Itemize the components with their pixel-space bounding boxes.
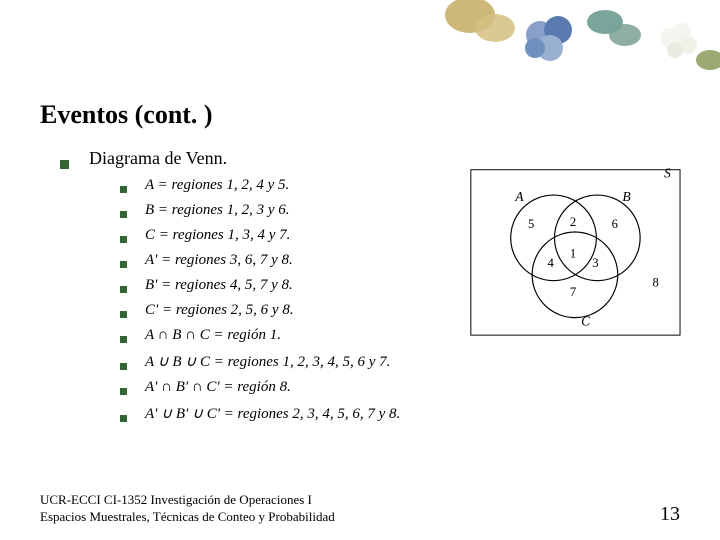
item-text: B' = regiones 4, 5, 7 y 8. [145,277,293,294]
slide-footer: UCR-ECCI CI-1352 Investigación de Operac… [40,492,680,526]
main-bullet-text: Diagrama de Venn. [89,148,227,169]
item-text: C = regiones 1, 3, 4 y 7. [145,227,290,244]
svg-text:6: 6 [612,217,618,231]
bullet-icon [120,286,127,293]
page-number: 13 [660,503,680,526]
item-text: A ∩ B ∩ C = región 1. [145,327,281,344]
bullet-icon [120,261,127,268]
svg-text:7: 7 [570,285,576,299]
svg-text:2: 2 [570,215,576,229]
item-text: A ∪ B ∪ C = regiones 1, 2, 3, 4, 5, 6 y … [145,352,390,371]
venn-diagram: S A B C 1 2 3 4 5 6 7 8 [458,160,688,340]
bullet-icon [120,186,127,193]
svg-text:S: S [664,166,671,181]
footer-line2: Espacios Muestrales, Técnicas de Conteo … [40,509,335,526]
bullet-icon [120,388,127,395]
item-text: A' ∪ B' ∪ C' = regiones 2, 3, 4, 5, 6, 7… [145,404,400,423]
svg-text:5: 5 [528,217,534,231]
list-item: A ∪ B ∪ C = regiones 1, 2, 3, 4, 5, 6 y … [120,352,680,371]
slide-title: Eventos (cont. ) [40,100,680,130]
svg-text:B: B [622,189,631,204]
item-text: B = regiones 1, 2, 3 y 6. [145,202,290,219]
svg-text:1: 1 [570,246,576,260]
list-item: A' ∩ B' ∩ C' = región 8. [120,379,680,396]
footer-line1: UCR-ECCI CI-1352 Investigación de Operac… [40,492,335,509]
item-text: C' = regiones 2, 5, 6 y 8. [145,302,294,319]
list-item: A' ∪ B' ∪ C' = regiones 2, 3, 4, 5, 6, 7… [120,404,680,423]
svg-text:3: 3 [592,256,598,270]
item-text: A' = regiones 3, 6, 7 y 8. [145,252,293,269]
item-text: A' ∩ B' ∩ C' = región 8. [145,379,291,396]
bullet-icon [60,160,69,169]
bullet-icon [120,336,127,343]
svg-text:A: A [514,189,524,204]
bullet-icon [120,211,127,218]
item-text: A = regiones 1, 2, 4 y 5. [145,177,289,194]
bullet-icon [120,236,127,243]
bullet-icon [120,363,127,370]
bullet-icon [120,311,127,318]
svg-text:4: 4 [547,256,554,270]
svg-text:C: C [581,313,591,328]
bullet-icon [120,415,127,422]
svg-text:8: 8 [653,275,659,289]
